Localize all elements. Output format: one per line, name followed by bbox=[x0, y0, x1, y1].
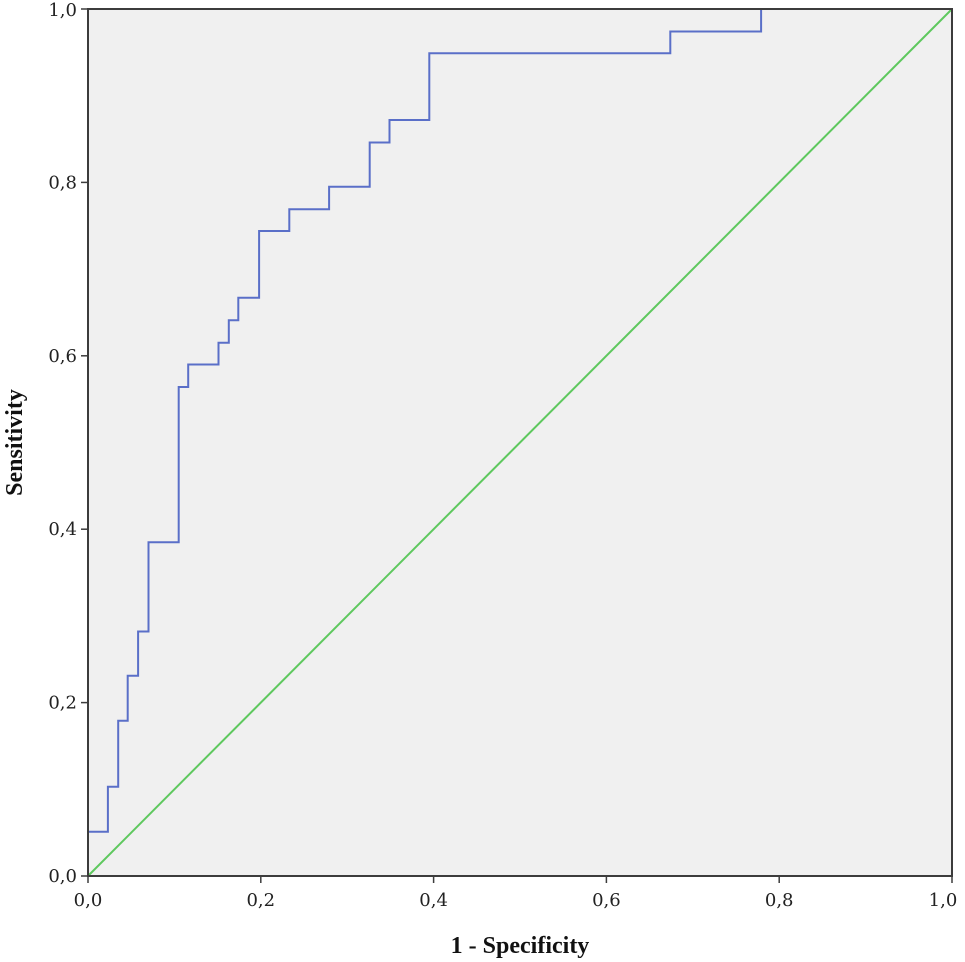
y-tick-label: 1,0 bbox=[48, 0, 77, 21]
y-tick-label: 0,0 bbox=[48, 866, 77, 887]
x-tick-label: 0,8 bbox=[765, 890, 794, 911]
y-tick-label: 0,4 bbox=[48, 519, 77, 540]
x-tick-label: 0,2 bbox=[246, 890, 275, 911]
plot-frame bbox=[87, 8, 953, 877]
y-axis: 0,0 0,2 0,4 0,6 0,8 1,0 bbox=[48, 0, 88, 887]
x-tick-label: 1,0 bbox=[929, 890, 958, 911]
x-axis: 0,0 0,2 0,4 0,6 0,8 1,0 bbox=[74, 876, 958, 911]
y-tick-label: 0,2 bbox=[48, 693, 77, 714]
x-axis-title: 1 - Specificity bbox=[451, 933, 590, 959]
y-tick-label: 0,8 bbox=[48, 172, 77, 193]
reference-diagonal-line bbox=[87, 8, 953, 877]
series-layer bbox=[87, 8, 953, 877]
y-tick-label: 0,6 bbox=[48, 346, 77, 367]
x-tick-label: 0,0 bbox=[74, 890, 103, 911]
x-tick-label: 0,6 bbox=[592, 890, 621, 911]
x-tick-label: 0,4 bbox=[419, 890, 448, 911]
y-axis-title: Sensitivity bbox=[2, 389, 28, 496]
roc-curve-line bbox=[87, 8, 952, 876]
